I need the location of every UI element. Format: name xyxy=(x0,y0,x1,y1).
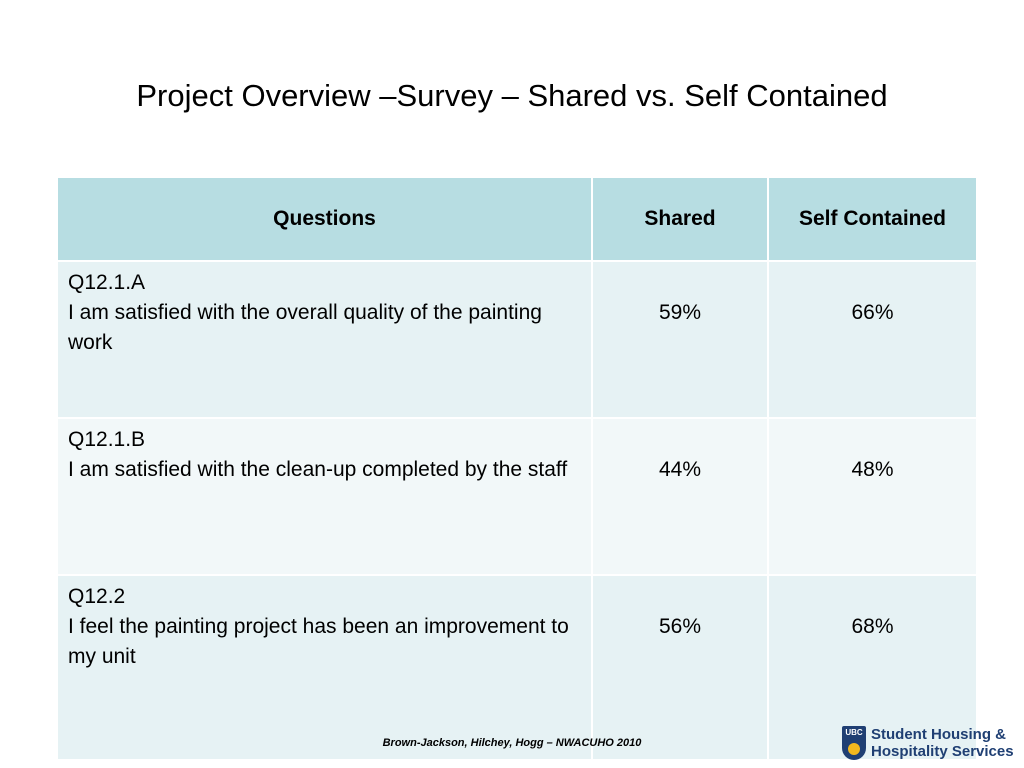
logo-line-1: Student Housing & xyxy=(871,726,1006,743)
shared-value: 44% xyxy=(591,417,769,576)
question-cell: Q12.2 I feel the painting project has be… xyxy=(56,574,593,761)
question-text: I am satisfied with the overall quality … xyxy=(68,301,542,354)
table-row: Q12.1.B I am satisfied with the clean-up… xyxy=(56,417,978,576)
self-contained-value: 48% xyxy=(767,417,978,576)
shared-value: 56% xyxy=(591,574,769,761)
shared-value: 59% xyxy=(591,260,769,419)
table-row: Q12.2 I feel the painting project has be… xyxy=(56,574,978,761)
slide-title: Project Overview –Survey – Shared vs. Se… xyxy=(136,78,888,113)
header-self-contained: Self Contained xyxy=(767,176,978,262)
ubc-logo: UBC Student Housing & Hospitality Servic… xyxy=(842,724,1014,762)
self-contained-value: 66% xyxy=(767,260,978,419)
survey-table: Questions Shared Self Contained Q12.1.A … xyxy=(56,176,978,761)
table-header-row: Questions Shared Self Contained xyxy=(56,176,978,262)
logo-wordmark: Student Housing & Hospitality Services xyxy=(871,726,1014,760)
self-contained-value: 68% xyxy=(767,574,978,761)
ubc-crest-icon: UBC xyxy=(842,726,866,760)
question-cell: Q12.1.A I am satisfied with the overall … xyxy=(56,260,593,419)
question-id: Q12.1.A xyxy=(68,271,146,294)
header-shared: Shared xyxy=(591,176,769,262)
question-text: I feel the painting project has been an … xyxy=(68,615,569,668)
question-id: Q12.2 xyxy=(68,585,126,608)
header-questions: Questions xyxy=(56,176,593,262)
table-row: Q12.1.A I am satisfied with the overall … xyxy=(56,260,978,419)
logo-line-2: Hospitality Services xyxy=(871,743,1014,760)
question-id: Q12.1.B xyxy=(68,428,146,451)
crest-text: UBC xyxy=(845,728,863,737)
question-cell: Q12.1.B I am satisfied with the clean-up… xyxy=(56,417,593,576)
question-text: I am satisfied with the clean-up complet… xyxy=(68,458,568,481)
footer-citation: Brown-Jackson, Hilchey, Hogg – NWACUHO 2… xyxy=(382,737,642,749)
